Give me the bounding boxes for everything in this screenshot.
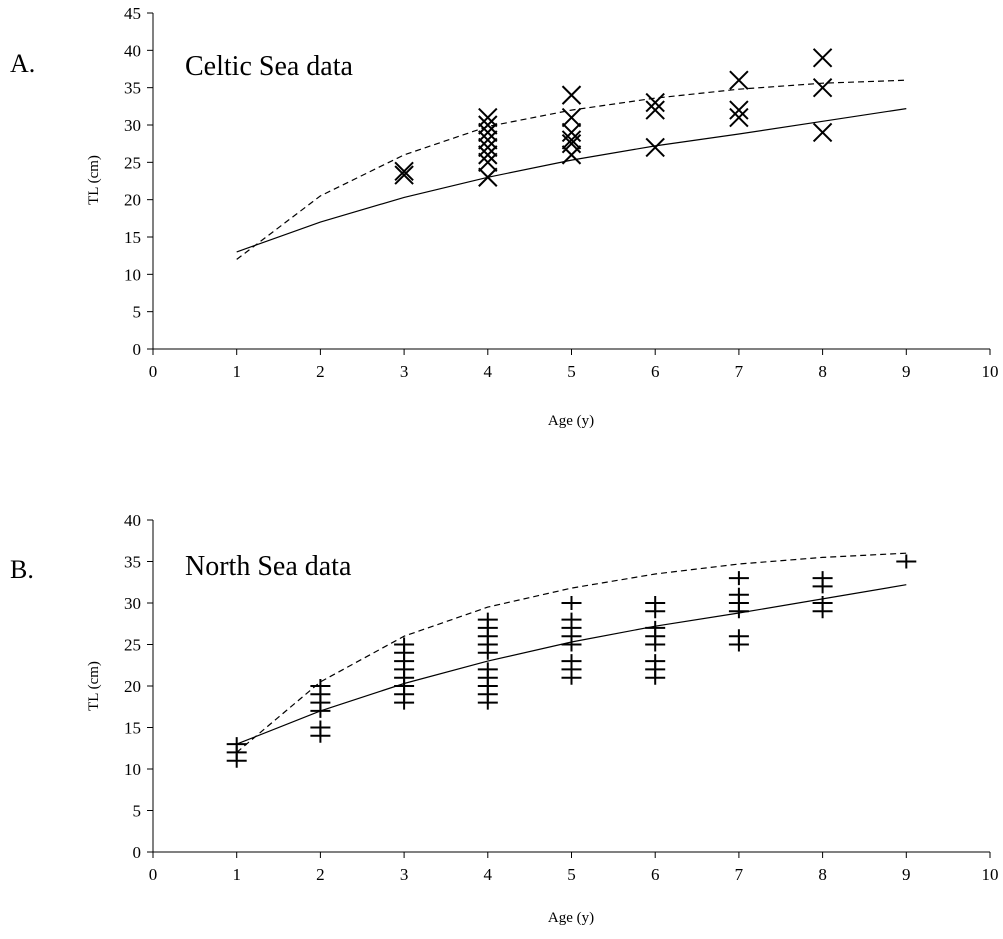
y-axis-title: TL (cm) [86,155,102,205]
y-tick-label: 5 [133,303,142,322]
data-point-plus-marker [645,620,666,635]
data-point-x-marker [729,70,749,90]
x-tick-label: 1 [232,362,241,381]
x-axis-title: Age (y) [548,413,594,429]
x-tick-label: 9 [902,362,911,381]
data-point-plus-marker [728,587,749,602]
data-point-x-marker [561,85,582,105]
x-tick-label: 4 [484,362,493,381]
data-point-x-marker [478,167,498,187]
chart-title: Celtic Sea data [185,51,354,82]
y-tick-label: 45 [124,4,141,23]
data-point-x-marker [812,122,833,143]
y-tick-label: 40 [124,41,141,60]
y-tick-label: 30 [124,594,141,613]
data-point-x-marker [729,107,749,128]
data-point-x-marker [478,107,498,128]
x-tick-label: 2 [316,865,325,884]
data-point-x-marker [478,130,498,150]
data-point-plus-marker [728,629,749,644]
data-point-x-marker [812,77,833,98]
data-point-x-marker [394,165,414,185]
data-point-plus-marker [812,571,833,586]
x-tick-label: 6 [651,362,660,381]
y-tick-label: 20 [124,677,141,696]
data-point-x-marker [478,145,498,165]
panel-label: B. [10,555,34,584]
x-tick-label: 3 [400,865,409,884]
data-point-x-marker [561,107,582,128]
data-point-plus-marker [896,554,917,569]
x-tick-label: 1 [232,865,241,884]
x-tick-label: 3 [400,362,409,381]
data-point-plus-marker [561,596,582,610]
data-point-x-marker [645,92,665,113]
data-point-x-marker [645,100,665,120]
x-tick-label: 7 [735,362,744,381]
x-tick-label: 10 [982,362,999,381]
x-tick-label: 4 [484,865,493,884]
y-tick-label: 0 [133,843,142,862]
y-tick-label: 15 [124,228,141,247]
panel-b-chart: B. North Sea data Age (y) TL (cm) 051015… [10,511,999,926]
data-point-x-marker [394,161,414,182]
y-tick-label: 25 [124,636,141,655]
data-point-x-marker [478,115,498,135]
data-point-plus-marker [310,679,331,693]
data-point-plus-marker [561,654,582,669]
chart-title: North Sea data [185,551,352,582]
y-tick-label: 40 [124,511,141,530]
x-tick-label: 9 [902,865,911,884]
data-point-x-marker [561,122,582,143]
data-point-plus-marker [394,637,415,652]
y-axis-title: TL (cm) [86,661,102,711]
data-point-plus-marker [561,612,582,627]
y-tick-label: 15 [124,719,141,738]
panel-label: A. [10,49,35,78]
x-tick-label: 0 [149,865,158,884]
data-point-plus-marker [645,596,666,610]
data-point-x-marker [729,100,749,120]
x-tick-label: 8 [818,865,827,884]
y-tick-label: 35 [124,79,141,98]
x-axis-title: Age (y) [548,910,594,926]
data-point-x-marker [478,137,498,158]
y-tick-label: 10 [124,265,141,284]
x-tick-label: 8 [818,362,827,381]
dashed-curve [236,79,907,260]
x-tick-label: 2 [316,362,325,381]
data-point-plus-marker [645,654,666,669]
dashed-curve [236,552,907,753]
data-point-plus-marker [477,662,498,677]
data-point-x-marker [478,122,498,143]
x-tick-label: 7 [735,865,744,884]
data-point-plus-marker [310,720,331,735]
y-tick-label: 0 [133,340,142,359]
data-point-plus-marker [477,612,498,627]
y-tick-label: 5 [133,802,142,821]
data-point-x-marker [478,152,498,173]
y-tick-label: 35 [124,553,141,572]
data-point-x-marker [645,137,665,158]
x-tick-label: 0 [149,362,158,381]
data-point-plus-marker [728,571,749,586]
panel-a-chart: A. Celtic Sea data Age (y) TL (cm) 05101… [10,4,999,429]
data-point-plus-marker [812,596,833,610]
solid-curve [236,108,907,253]
x-tick-label: 5 [567,362,576,381]
data-point-x-marker [561,130,582,150]
x-tick-label: 10 [982,865,999,884]
x-tick-label: 5 [567,865,576,884]
data-point-plus-marker [226,737,247,752]
x-tick-label: 6 [651,865,660,884]
y-tick-label: 25 [124,153,141,172]
y-tick-label: 20 [124,191,141,210]
y-tick-label: 30 [124,116,141,135]
y-tick-label: 10 [124,760,141,779]
data-point-x-marker [812,48,833,68]
